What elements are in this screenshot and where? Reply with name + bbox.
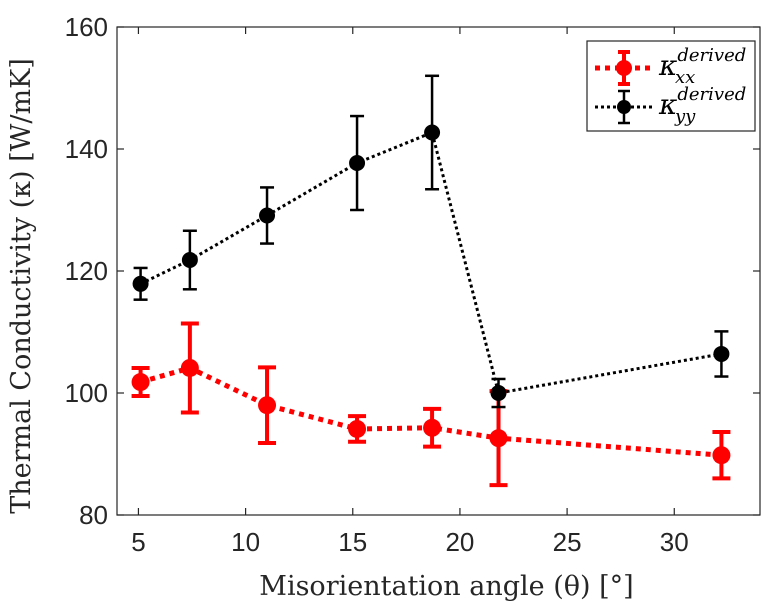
x-tick-label: 15: [338, 527, 367, 557]
data-point: [489, 429, 508, 448]
legend-box: [586, 40, 756, 132]
x-tick-label: 10: [231, 527, 260, 557]
y-axis-label: Thermal Conductivity (κ) [W/mK]: [6, 58, 37, 514]
y-tick-label: 160: [65, 12, 108, 42]
y-tick-label: 120: [65, 256, 108, 286]
tick-labels: 5 10 15 20 25 30 80 100 120 140 160: [65, 12, 689, 557]
series-layer: [131, 74, 731, 488]
data-point: [424, 124, 441, 141]
data-point: [259, 207, 276, 224]
legend-marker: [617, 100, 631, 114]
y-tick-label: 140: [65, 134, 108, 164]
legend-label: κderived xx: [658, 45, 746, 88]
data-point: [348, 419, 367, 438]
series-yy: [132, 74, 730, 409]
y-tick-label: 100: [65, 378, 108, 408]
axes: [116, 26, 761, 516]
y-tick-label: 80: [79, 500, 108, 530]
data-point: [423, 418, 442, 437]
data-point: [712, 446, 731, 465]
data-point: [490, 385, 507, 401]
x-tick-label: 30: [660, 527, 689, 557]
legend-label: κderived yy: [658, 84, 746, 127]
data-point: [132, 275, 149, 292]
x-tick-label: 25: [553, 527, 582, 557]
legend-entry-xx: κderived xx: [595, 45, 746, 88]
legend-entry-yy: κderived yy: [595, 84, 746, 127]
legend-marker: [616, 60, 632, 76]
data-point: [258, 396, 277, 415]
series-xx: [131, 321, 731, 488]
x-axis-label: Misorientation angle (θ) [°]: [259, 571, 633, 602]
data-point: [181, 252, 198, 269]
x-tick-label: 20: [445, 527, 474, 557]
data-point: [349, 155, 366, 172]
data-point: [180, 358, 199, 377]
data-point: [713, 345, 730, 362]
data-point: [131, 373, 150, 392]
x-tick-label: 5: [131, 527, 145, 557]
